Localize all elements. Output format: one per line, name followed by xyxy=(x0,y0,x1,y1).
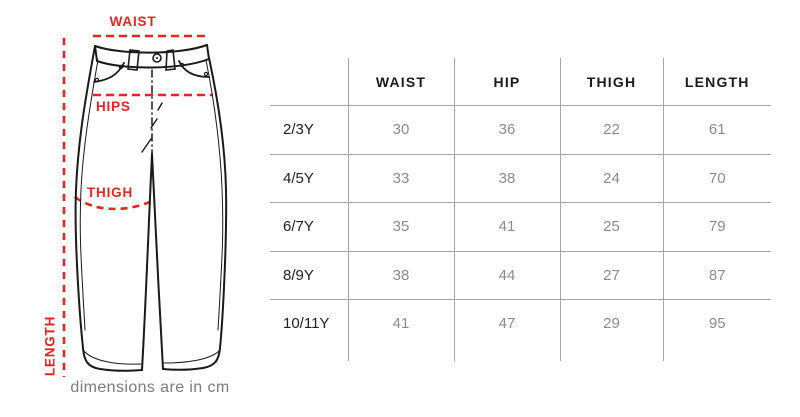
size-label: 8/9Y xyxy=(270,251,348,300)
length-measure-label: LENGTH xyxy=(42,315,58,377)
value-cell: 25 xyxy=(559,202,663,252)
value-cell: 27 xyxy=(559,251,663,300)
pants-line-drawing xyxy=(62,34,228,377)
size-label: 4/5Y xyxy=(270,154,348,203)
thigh-measure-label: THIGH xyxy=(87,185,133,200)
waist-measure-label: WAIST xyxy=(109,14,157,29)
column-header-thigh: THIGH xyxy=(559,58,663,106)
hips-measure-label: HIPS xyxy=(96,99,131,114)
value-cell: 29 xyxy=(559,299,663,348)
value-cell: 33 xyxy=(347,154,454,203)
size-label: 6/7Y xyxy=(270,202,348,252)
table-row: 4/5Y 33 38 24 70 xyxy=(270,154,771,203)
size-label: 10/11Y xyxy=(283,315,330,333)
value-cell: 36 xyxy=(453,105,560,155)
value-cell: 35 xyxy=(347,202,454,252)
table-row: 10/11Y 41 47 29 95 xyxy=(270,299,771,348)
table-row: 2/3Y 30 36 22 61 xyxy=(270,105,771,155)
units-footnote: dimensions are in cm xyxy=(70,379,230,396)
value-cell: 41 xyxy=(453,202,560,252)
value-cell: 38 xyxy=(453,154,560,203)
value-cell: 30 xyxy=(347,105,454,155)
table-row: 6/7Y 35 41 25 79 xyxy=(270,202,771,252)
value-cell: 87 xyxy=(662,251,771,300)
pants-outline xyxy=(74,44,228,372)
column-header-hip: HIP xyxy=(453,58,560,106)
value-cell: 61 xyxy=(662,105,771,155)
button-icon xyxy=(152,53,162,63)
thigh-dash-line xyxy=(74,195,151,211)
value-cell: 79 xyxy=(662,202,771,252)
corner-empty-cell xyxy=(270,58,348,106)
pants-measurement-diagram: WAIST HIPS THIGH LENGTH dimensions are i… xyxy=(0,0,280,417)
size-label: 2/3Y xyxy=(270,105,348,155)
table-row: 8/9Y 38 44 27 87 xyxy=(270,251,771,300)
value-cell: 95 xyxy=(662,299,771,348)
value-cell: 41 xyxy=(347,299,454,348)
column-header-length: LENGTH xyxy=(662,58,771,106)
column-header-waist: WAIST xyxy=(347,58,454,106)
size-chart-table: WAIST HIP THIGH LENGTH 2/3Y 30 36 22 61 … xyxy=(270,58,771,361)
value-cell: 22 xyxy=(559,105,663,155)
value-cell: 70 xyxy=(662,154,771,203)
value-cell: 47 xyxy=(453,299,560,348)
value-cell: 24 xyxy=(559,154,663,203)
table-bottom-extension xyxy=(270,347,771,361)
header-row: WAIST HIP THIGH LENGTH xyxy=(270,58,771,106)
value-cell: 44 xyxy=(453,251,560,300)
value-cell: 38 xyxy=(347,251,454,300)
